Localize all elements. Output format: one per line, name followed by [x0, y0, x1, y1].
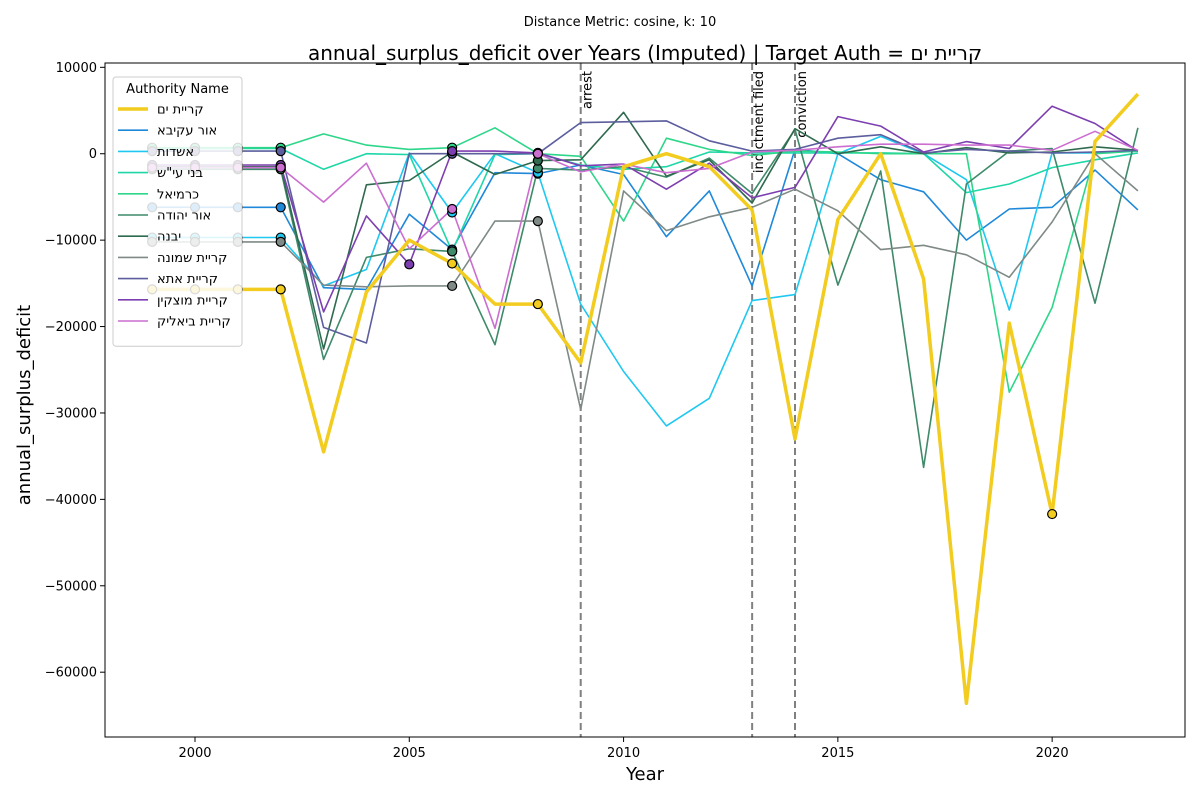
chart-title: annual_surplus_deficit over Years (Imput… — [308, 41, 982, 65]
imputed-markers — [147, 142, 1058, 520]
imputed-point — [275, 202, 286, 213]
legend-entry: אשדות — [157, 145, 194, 160]
series-line — [152, 120, 1138, 344]
y-tick-label: −20000 — [45, 320, 97, 335]
y-axis-label: annual_surplus_deficit — [14, 305, 35, 505]
imputed-point — [532, 216, 543, 227]
series-line — [152, 92, 1140, 706]
imputed-point — [532, 298, 543, 310]
event-label: arrest — [581, 71, 596, 109]
x-tick-label: 2010 — [607, 746, 640, 761]
event-label: indictment filed — [752, 71, 767, 173]
chart-subtitle: Distance Metric: cosine, k: 10 — [524, 15, 716, 30]
axes-frame — [104, 62, 1186, 738]
legend-entry: קריית ביאליק — [157, 315, 231, 330]
y-tick-label: −40000 — [45, 493, 97, 508]
x-tick-label: 2000 — [178, 746, 211, 761]
legend-entry: יבנה — [157, 230, 181, 245]
legend-entry: אור עקיבא — [157, 124, 217, 139]
legend-entry: קריית שמונה — [157, 251, 227, 266]
imputed-point — [275, 236, 286, 247]
legend-entry: כרמיאל — [157, 187, 199, 202]
imputed-point — [532, 148, 543, 159]
y-tick-label: 10000 — [56, 61, 97, 76]
imputed-point — [447, 258, 458, 269]
series-line — [152, 127, 1139, 469]
series-line — [152, 152, 1139, 411]
legend-entry: קריית מוצקין — [157, 293, 228, 308]
imputed-point — [447, 280, 458, 292]
imputed-point — [447, 246, 458, 257]
x-tick-label: 2005 — [393, 746, 426, 761]
legend: Authority Name קריית ים אור עקיבא אשדות בני … — [112, 76, 243, 347]
legend-entry: קריית ים — [157, 103, 204, 118]
imputed-point — [404, 259, 415, 270]
imputed-point — [447, 146, 458, 157]
imputed-point — [275, 162, 286, 173]
series-line — [152, 111, 1138, 350]
legend-entry: בני עי"ש — [157, 166, 203, 181]
legend-entry: אור יהודה — [157, 209, 211, 224]
imputed-point — [275, 146, 286, 157]
series-line — [152, 147, 1139, 253]
imputed-point — [1047, 508, 1058, 520]
event-label: conviction — [795, 71, 810, 138]
imputed-point — [447, 203, 458, 215]
plot-area: arrest indictment filed conviction — [147, 63, 1140, 737]
y-tick-label: −30000 — [45, 406, 97, 421]
series-line — [152, 127, 1138, 394]
legend-entry: קריית אתא — [157, 272, 218, 287]
imputed-point — [275, 284, 286, 295]
x-tick-label: 2020 — [1036, 746, 1069, 761]
series-line — [152, 105, 1139, 313]
x-axis-label: Year — [625, 764, 665, 785]
x-tick-label: 2015 — [821, 746, 854, 761]
y-tick-label: −50000 — [45, 579, 97, 594]
y-tick-label: −10000 — [45, 234, 97, 249]
y-tick-label: −60000 — [45, 666, 97, 681]
series-line — [152, 148, 1139, 291]
series-line — [152, 130, 1139, 330]
axes: 2000 2005 2010 2015 2020 10000 0 −10000 −20000 −3… — [45, 61, 1186, 761]
y-tick-label: 0 — [89, 147, 97, 162]
legend-title: Authority Name — [126, 82, 229, 97]
series-lines — [152, 92, 1140, 706]
